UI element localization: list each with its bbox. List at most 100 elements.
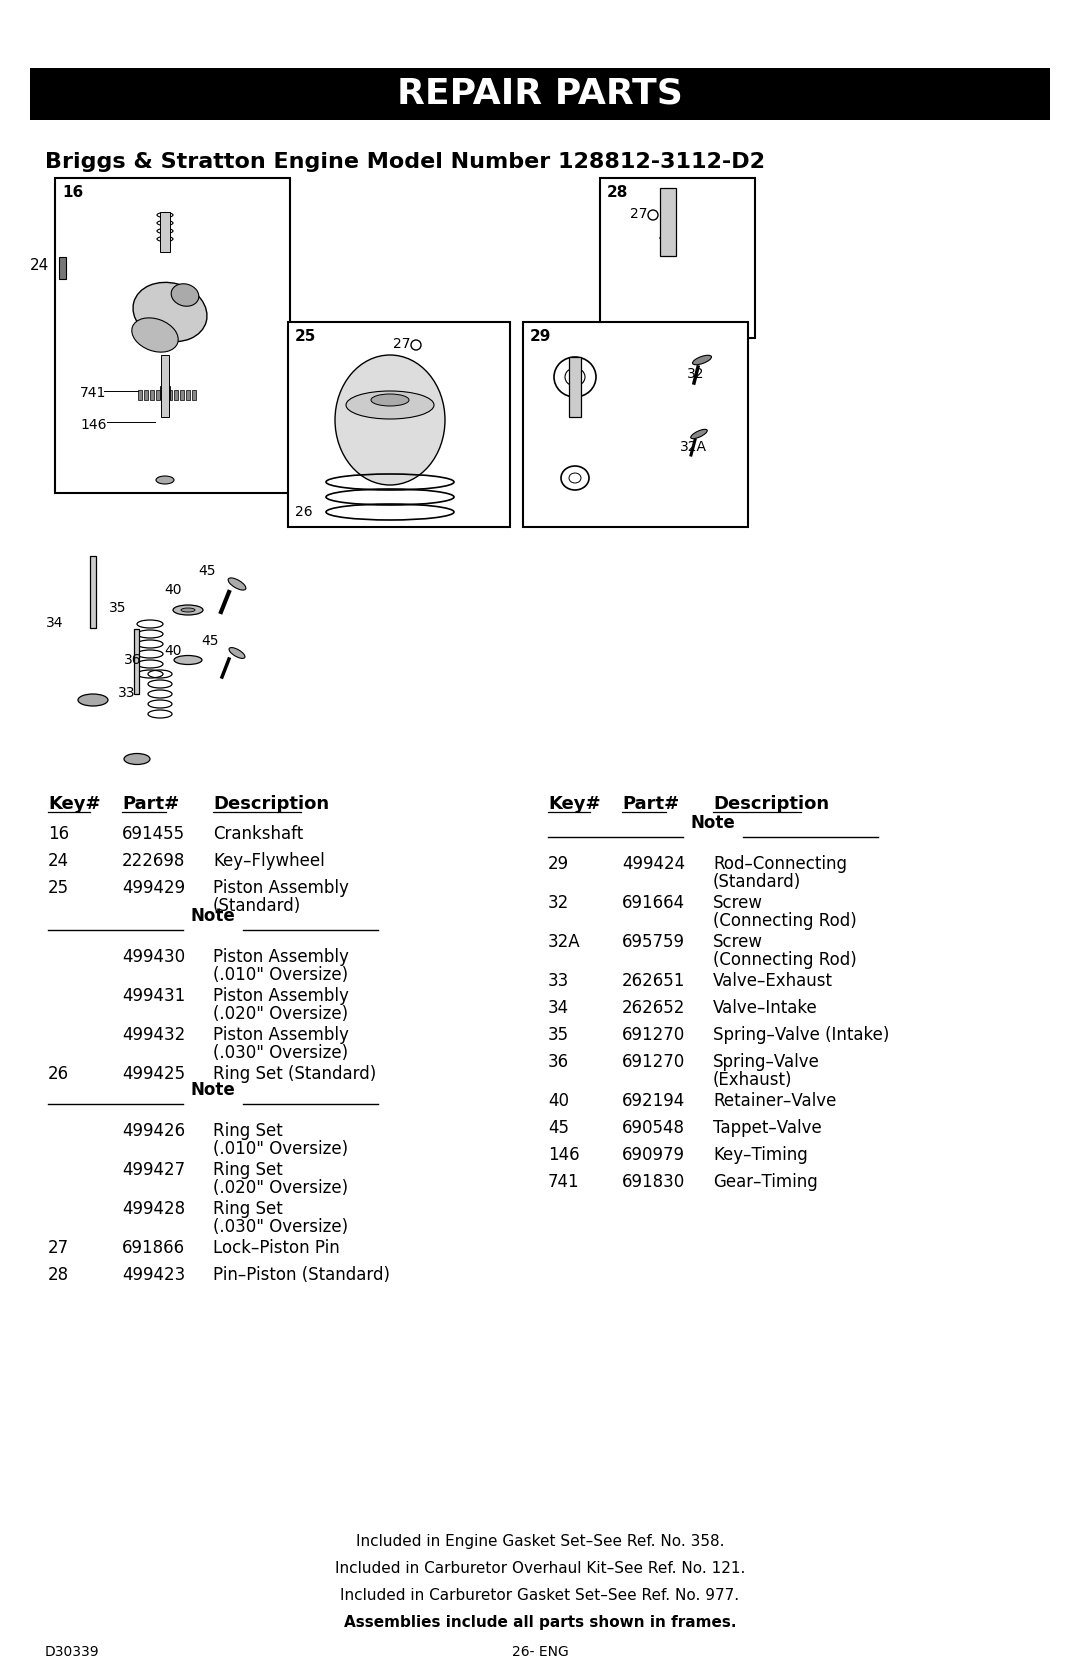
Text: 32: 32 — [548, 895, 569, 911]
Text: 24: 24 — [48, 851, 69, 870]
Text: Lock–Piston Pin: Lock–Piston Pin — [213, 1238, 340, 1257]
Text: (Connecting Rod): (Connecting Rod) — [713, 911, 856, 930]
Text: 691664: 691664 — [622, 895, 685, 911]
Ellipse shape — [132, 317, 178, 352]
Text: Ring Set: Ring Set — [213, 1122, 283, 1140]
Text: Included in Carburetor Overhaul Kit–See Ref. No. 121.: Included in Carburetor Overhaul Kit–See … — [335, 1561, 745, 1576]
Text: 146: 146 — [80, 417, 107, 432]
Text: 45: 45 — [548, 1118, 569, 1137]
Text: Valve–Exhaust: Valve–Exhaust — [713, 971, 833, 990]
Text: Piston Assembly: Piston Assembly — [213, 880, 349, 896]
Text: 499428: 499428 — [122, 1200, 185, 1218]
Text: 25: 25 — [295, 329, 316, 344]
Text: D30339: D30339 — [45, 1646, 99, 1659]
Text: 16: 16 — [48, 824, 69, 843]
Text: 27: 27 — [393, 337, 410, 350]
Text: Ring Set: Ring Set — [213, 1162, 283, 1178]
Ellipse shape — [346, 391, 434, 419]
Text: (.020" Oversize): (.020" Oversize) — [213, 1005, 348, 1023]
Text: Part#: Part# — [122, 794, 179, 813]
Text: 32A: 32A — [680, 441, 707, 454]
Text: 499432: 499432 — [122, 1026, 186, 1045]
Text: Screw: Screw — [713, 895, 762, 911]
Bar — [180, 391, 184, 401]
Text: Included in Carburetor Gasket Set–See Ref. No. 977.: Included in Carburetor Gasket Set–See Re… — [340, 1587, 740, 1602]
Bar — [59, 257, 66, 279]
Text: Ring Set (Standard): Ring Set (Standard) — [213, 1065, 376, 1083]
Text: 690548: 690548 — [622, 1118, 685, 1137]
Bar — [569, 357, 581, 417]
Ellipse shape — [172, 284, 199, 305]
Text: Included in Engine Gasket Set–See Ref. No. 358.: Included in Engine Gasket Set–See Ref. N… — [355, 1534, 725, 1549]
Ellipse shape — [124, 753, 150, 764]
Bar — [168, 391, 172, 401]
Bar — [90, 556, 96, 628]
Text: (.030" Oversize): (.030" Oversize) — [213, 1045, 348, 1061]
Bar — [660, 189, 676, 255]
Text: 24: 24 — [30, 257, 50, 272]
Bar — [288, 322, 510, 527]
Text: 691830: 691830 — [622, 1173, 685, 1192]
Text: (Standard): (Standard) — [713, 873, 801, 891]
Bar — [156, 391, 160, 401]
Text: Briggs & Stratton Engine Model Number 128812-3112-D2: Briggs & Stratton Engine Model Number 12… — [45, 152, 765, 172]
Text: Assemblies include all parts shown in frames.: Assemblies include all parts shown in fr… — [343, 1616, 737, 1631]
Ellipse shape — [660, 322, 676, 329]
Text: 499429: 499429 — [122, 880, 185, 896]
Text: Retainer–Valve: Retainer–Valve — [713, 1092, 836, 1110]
Text: 35: 35 — [548, 1026, 569, 1045]
Ellipse shape — [691, 429, 707, 439]
Bar — [134, 629, 139, 694]
Text: 34: 34 — [548, 1000, 569, 1016]
Text: 29: 29 — [548, 855, 569, 873]
Text: 692194: 692194 — [622, 1092, 685, 1110]
Text: 45: 45 — [199, 564, 216, 577]
Text: 29: 29 — [530, 329, 552, 344]
Ellipse shape — [133, 282, 207, 342]
Bar — [162, 391, 166, 401]
Text: 499431: 499431 — [122, 986, 186, 1005]
Text: REPAIR PARTS: REPAIR PARTS — [397, 77, 683, 112]
Text: 28: 28 — [607, 185, 629, 200]
Text: Key–Timing: Key–Timing — [713, 1147, 808, 1163]
Text: 40: 40 — [548, 1092, 569, 1110]
Text: 741: 741 — [80, 386, 106, 401]
Text: 36: 36 — [548, 1053, 569, 1071]
Bar — [600, 179, 755, 339]
Text: 691455: 691455 — [122, 824, 185, 843]
Text: (.010" Oversize): (.010" Oversize) — [213, 1140, 348, 1158]
Text: Part#: Part# — [622, 794, 679, 813]
Text: 499425: 499425 — [122, 1065, 185, 1083]
Bar — [30, 68, 1050, 120]
Text: 32: 32 — [687, 367, 704, 381]
Text: (.030" Oversize): (.030" Oversize) — [213, 1218, 348, 1237]
Text: 40: 40 — [164, 582, 181, 598]
Text: Key#: Key# — [548, 794, 600, 813]
Text: 40: 40 — [164, 644, 181, 658]
Text: 36: 36 — [124, 653, 141, 668]
Text: 499427: 499427 — [122, 1162, 185, 1178]
Text: Note: Note — [191, 1082, 235, 1098]
Text: 25: 25 — [48, 880, 69, 896]
Text: (Exhaust): (Exhaust) — [713, 1071, 793, 1088]
Text: 262651: 262651 — [622, 971, 686, 990]
Text: Rod–Connecting: Rod–Connecting — [713, 855, 847, 873]
Text: (Standard): (Standard) — [213, 896, 301, 915]
Bar — [160, 386, 170, 399]
Ellipse shape — [181, 608, 195, 613]
Text: 27: 27 — [48, 1238, 69, 1257]
Text: Gear–Timing: Gear–Timing — [713, 1173, 818, 1192]
Text: 146: 146 — [548, 1147, 580, 1163]
Text: 26: 26 — [48, 1065, 69, 1083]
Text: Description: Description — [713, 794, 829, 813]
Text: Tappet–Valve: Tappet–Valve — [713, 1118, 822, 1137]
Text: Screw: Screw — [713, 933, 762, 951]
Text: 26: 26 — [295, 506, 312, 519]
Text: Piston Assembly: Piston Assembly — [213, 948, 349, 966]
Text: Note: Note — [690, 814, 735, 833]
Text: 499430: 499430 — [122, 948, 185, 966]
Text: 690979: 690979 — [622, 1147, 685, 1163]
Text: 33: 33 — [118, 686, 136, 699]
Text: 691270: 691270 — [622, 1053, 685, 1071]
Text: 499423: 499423 — [122, 1267, 186, 1283]
